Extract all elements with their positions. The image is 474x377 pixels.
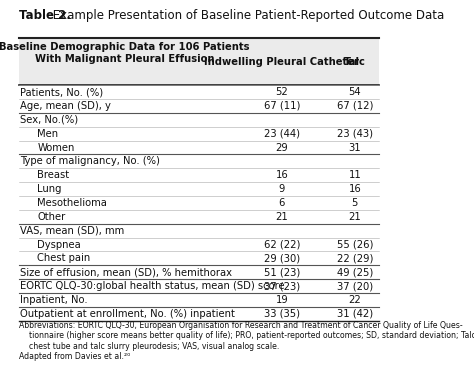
Text: Dyspnea: Dyspnea <box>37 239 81 250</box>
Text: 16: 16 <box>275 170 288 180</box>
Text: 31 (42): 31 (42) <box>337 309 373 319</box>
Text: 55 (26): 55 (26) <box>337 239 373 250</box>
Text: chest tube and talc slurry pleurodesis; VAS, visual analog scale.: chest tube and talc slurry pleurodesis; … <box>19 342 280 351</box>
Text: 29 (30): 29 (30) <box>264 253 300 264</box>
Text: 21: 21 <box>275 212 288 222</box>
Text: Men: Men <box>37 129 59 139</box>
Text: 9: 9 <box>279 184 285 194</box>
Text: Inpatient, No.: Inpatient, No. <box>20 295 88 305</box>
Text: Talc: Talc <box>344 57 366 67</box>
Text: Indwelling Pleural Catheter: Indwelling Pleural Catheter <box>204 57 359 67</box>
Text: Example Presentation of Baseline Patient-Reported Outcome Data: Example Presentation of Baseline Patient… <box>49 9 444 22</box>
Text: VAS, mean (SD), mm: VAS, mean (SD), mm <box>20 226 125 236</box>
Text: 6: 6 <box>279 198 285 208</box>
Text: Size of effusion, mean (SD), % hemithorax: Size of effusion, mean (SD), % hemithora… <box>20 267 232 277</box>
Text: Abbreviations: EORTC QLQ-30, European Organisation for Research and Treatment of: Abbreviations: EORTC QLQ-30, European Or… <box>19 321 463 330</box>
Text: Age, mean (SD), y: Age, mean (SD), y <box>20 101 111 111</box>
Text: 5: 5 <box>352 198 358 208</box>
Text: 62 (22): 62 (22) <box>264 239 300 250</box>
Text: EORTC QLQ-30:global health status, mean (SD) score: EORTC QLQ-30:global health status, mean … <box>20 281 285 291</box>
Text: Lung: Lung <box>37 184 62 194</box>
Text: Sex, No.(%): Sex, No.(%) <box>20 115 79 125</box>
Text: 67 (11): 67 (11) <box>264 101 300 111</box>
Text: Breast: Breast <box>37 170 70 180</box>
Text: 37 (20): 37 (20) <box>337 281 373 291</box>
Text: Outpatient at enrollment, No. (%) inpatient: Outpatient at enrollment, No. (%) inpati… <box>20 309 236 319</box>
Text: 31: 31 <box>348 143 361 153</box>
Text: 33 (35): 33 (35) <box>264 309 300 319</box>
Text: tionnaire (higher score means better quality of life); PRO, patient-reported out: tionnaire (higher score means better qua… <box>19 331 474 340</box>
Text: 22 (29): 22 (29) <box>337 253 373 264</box>
Text: 49 (25): 49 (25) <box>337 267 373 277</box>
Text: Mesothelioma: Mesothelioma <box>37 198 107 208</box>
Text: Baseline Demographic Data for 106 Patients
With Malignant Pleural Effusion: Baseline Demographic Data for 106 Patien… <box>0 42 250 64</box>
Text: 23 (43): 23 (43) <box>337 129 373 139</box>
Text: 19: 19 <box>275 295 288 305</box>
Text: 16: 16 <box>348 184 361 194</box>
Text: Patients, No. (%): Patients, No. (%) <box>20 87 104 97</box>
FancyBboxPatch shape <box>19 38 379 85</box>
Text: 22: 22 <box>348 295 361 305</box>
Text: 23 (44): 23 (44) <box>264 129 300 139</box>
Text: 51 (23): 51 (23) <box>264 267 300 277</box>
Text: Other: Other <box>37 212 66 222</box>
Text: 11: 11 <box>348 170 361 180</box>
Text: Women: Women <box>37 143 75 153</box>
Text: 21: 21 <box>348 212 361 222</box>
Text: 52: 52 <box>275 87 288 97</box>
Text: Adapted from Davies et al.²⁰: Adapted from Davies et al.²⁰ <box>19 352 131 361</box>
Text: 54: 54 <box>348 87 361 97</box>
Text: Table 2.: Table 2. <box>19 9 71 22</box>
Text: Type of malignancy, No. (%): Type of malignancy, No. (%) <box>20 156 160 166</box>
Text: 67 (12): 67 (12) <box>337 101 373 111</box>
Text: 29: 29 <box>275 143 288 153</box>
Text: Chest pain: Chest pain <box>37 253 91 264</box>
Text: 37 (23): 37 (23) <box>264 281 300 291</box>
